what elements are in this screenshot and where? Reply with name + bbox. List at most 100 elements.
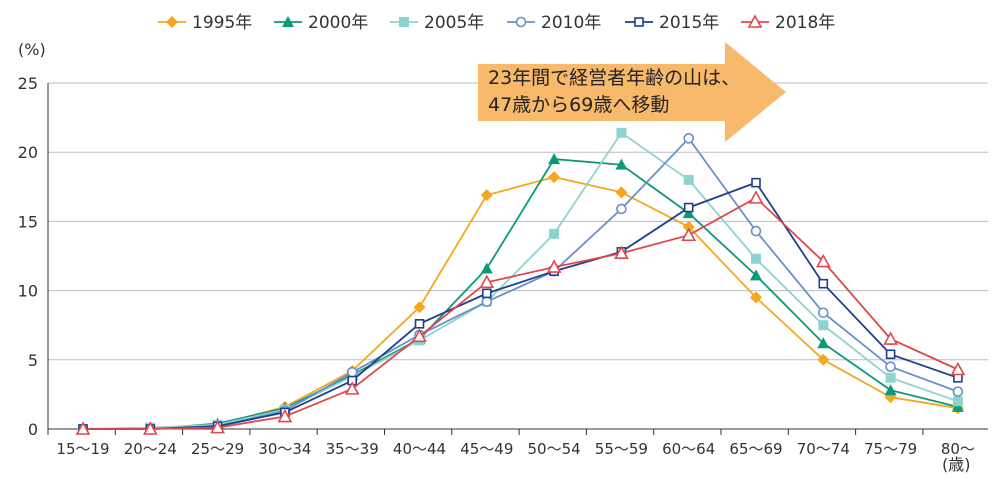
x-tick-label: 50〜54 — [528, 440, 581, 458]
data-point — [681, 227, 697, 242]
data-point — [818, 320, 829, 331]
series-layer — [75, 127, 966, 435]
x-tick-label: 40〜44 — [393, 440, 446, 458]
data-point — [479, 274, 495, 289]
data-point — [817, 353, 830, 366]
legend-swatch-marker — [166, 16, 178, 28]
data-point — [950, 361, 966, 376]
legend-swatch-marker — [515, 16, 527, 28]
data-point — [616, 127, 627, 138]
data-point — [750, 225, 762, 237]
data-point — [885, 361, 896, 373]
data-point — [952, 396, 963, 407]
data-point — [614, 245, 629, 260]
grid — [48, 82, 988, 361]
data-point — [750, 291, 762, 304]
series-line — [82, 131, 959, 430]
legend-swatch-marker — [634, 17, 644, 27]
data-point — [413, 301, 426, 314]
x-tick-label: 75〜79 — [864, 440, 917, 458]
legend-swatch-marker — [282, 16, 294, 27]
data-point — [481, 288, 492, 299]
legend-item: 2010年 — [507, 13, 601, 33]
series-2010年 — [77, 133, 964, 435]
data-point — [615, 158, 628, 170]
data-point — [818, 278, 829, 289]
legend-item: 2005年 — [390, 13, 484, 33]
y-tick-label: 25 — [18, 74, 38, 93]
legend-label: 2015年 — [659, 13, 719, 33]
y-tick-label: 20 — [18, 143, 38, 162]
data-point — [480, 189, 493, 202]
data-point — [751, 177, 761, 188]
legend-label: 2010年 — [541, 13, 601, 33]
data-point — [344, 381, 360, 395]
data-point — [885, 372, 896, 383]
x-tick-label: 60〜64 — [662, 440, 715, 458]
legend-item: 2018年 — [741, 13, 835, 33]
data-point — [75, 421, 91, 435]
data-point — [346, 366, 358, 378]
data-point — [682, 220, 695, 233]
data-point — [682, 207, 695, 219]
y-tick-label: 5 — [28, 351, 38, 370]
x-tick-label: 55〜59 — [595, 440, 648, 458]
series-2000年 — [77, 153, 964, 434]
data-point — [546, 259, 562, 273]
data-point — [748, 190, 764, 204]
data-point — [414, 319, 425, 329]
annotation-arrow-shape — [478, 42, 786, 142]
x-tick-label: 15〜19 — [56, 440, 109, 458]
legend-label: 1995年 — [192, 13, 252, 33]
x-tick-label: 30〜34 — [258, 440, 311, 458]
data-point — [952, 386, 964, 397]
x-tick-label: 70〜74 — [797, 440, 850, 458]
legend-item: 2000年 — [274, 13, 368, 33]
data-point — [480, 262, 493, 274]
data-point — [548, 153, 561, 165]
legend-item: 2015年 — [625, 13, 719, 33]
y-tick-label: 0 — [28, 420, 38, 439]
legend-item: 1995年 — [158, 13, 252, 33]
x-tick-label: 45〜49 — [460, 440, 513, 458]
y-tick-label: 15 — [18, 212, 38, 231]
legend-swatch-marker — [747, 14, 763, 28]
legend: 1995年 2000年 2005年 2010年 2015年 2018年 — [158, 13, 835, 33]
y-tick-label: 10 — [18, 282, 38, 301]
data-point — [277, 408, 293, 423]
data-point — [481, 296, 493, 307]
data-point — [412, 328, 427, 343]
data-point — [884, 384, 897, 396]
data-point — [885, 349, 896, 360]
data-point — [817, 307, 829, 319]
annotation-arrow: 23年間で経営者年齢の山は、 47歳から69歳へ移動 — [478, 42, 786, 142]
data-point — [683, 133, 695, 144]
series-2015年 — [78, 177, 963, 434]
data-point — [549, 228, 560, 239]
x-axis-label: (歳) — [942, 455, 971, 474]
axes: (%) (歳) 0 5 10 15 20 25 15〜19 20〜24 25〜29 30〜34 35… — [18, 40, 988, 474]
data-point — [210, 419, 225, 434]
data-point — [616, 203, 627, 215]
annotation-line-2: 47歳から69歳へ移動 — [488, 94, 669, 116]
data-point — [815, 253, 831, 268]
data-point — [751, 253, 761, 264]
data-point — [750, 269, 762, 281]
series-1995年 — [77, 171, 964, 435]
legend-swatch-marker — [399, 17, 409, 27]
annotation-line-1: 23年間で経営者年齢の山は、 — [488, 67, 740, 89]
x-tick-label: 35〜39 — [326, 440, 379, 458]
x-tick-label: 65〜69 — [729, 440, 782, 458]
data-point — [817, 337, 830, 349]
x-tick-label: 80〜 — [941, 440, 975, 458]
series-2018年 — [75, 190, 966, 435]
series-line — [83, 181, 959, 430]
data-point — [951, 400, 964, 412]
series-line — [83, 196, 959, 430]
data-point — [142, 421, 158, 435]
y-axis-label: (%) — [18, 40, 46, 59]
legend-label: 2018年 — [775, 13, 835, 33]
data-point — [683, 174, 694, 185]
data-point — [615, 186, 628, 199]
